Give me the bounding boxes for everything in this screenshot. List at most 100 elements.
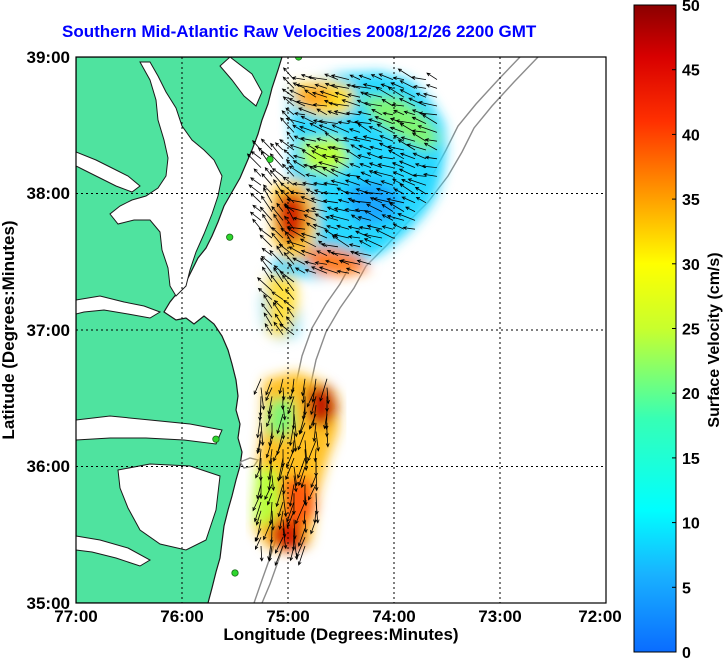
velocity-arrow [401, 196, 416, 204]
velocity-arrow [386, 214, 405, 221]
velocity-arrow [271, 475, 276, 492]
velocity-arrow [275, 484, 284, 508]
x-tick-label: 75:00 [266, 607, 309, 626]
velocity-arrow [414, 186, 427, 195]
velocity-arrow [252, 218, 262, 230]
velocity-arrow [261, 247, 273, 256]
velocity-arrow [276, 202, 284, 212]
velocity-arrow [373, 170, 394, 177]
velocity-arrow [336, 224, 350, 230]
grid-lines [76, 57, 606, 603]
y-tick-label: 38:00 [27, 184, 70, 203]
velocity-arrow [363, 233, 383, 239]
velocity-arrow [293, 431, 298, 453]
velocity-arrow [405, 206, 416, 212]
velocity-arrow [315, 431, 320, 452]
james-river [76, 295, 162, 319]
velocity-arrow [266, 413, 273, 428]
x-tick-label: 73:00 [478, 607, 521, 626]
velocity-arrow [289, 545, 295, 562]
velocity-arrow [407, 178, 427, 186]
velocity-arrow [292, 124, 306, 133]
velocity-arrow [270, 510, 275, 531]
station-marker [231, 569, 239, 577]
velocity-arrow [371, 108, 383, 116]
velocity-arrow [357, 110, 372, 116]
velocity-arrow [261, 302, 273, 318]
velocity-arrow [425, 84, 438, 89]
velocity-arrow [379, 135, 394, 142]
velocity-arrow [350, 214, 361, 221]
velocity-arrow [398, 160, 416, 168]
velocity-arrow [292, 154, 306, 160]
velocity-arrow [327, 110, 339, 116]
velocity-arrow [327, 146, 339, 151]
velocity-arrow [423, 142, 438, 151]
station-marker [266, 155, 274, 163]
velocity-arrow [288, 98, 306, 107]
velocity-arrow [279, 323, 295, 336]
velocity-arrow [381, 204, 394, 212]
velocity-arrow [259, 234, 273, 248]
velocity-arrow [297, 457, 306, 479]
velocity-arrow [380, 180, 394, 186]
velocity-arrow [310, 266, 328, 274]
velocity-arrow [426, 72, 438, 80]
velocity-arrow [284, 202, 295, 221]
velocity-arrow [358, 225, 372, 230]
velocity-arrow [399, 89, 416, 98]
velocity-arrow [285, 288, 295, 300]
velocity-arrow [330, 251, 350, 256]
velocity-arrow [292, 257, 306, 265]
velocity-arrow [255, 510, 262, 526]
colorbar-tick-label: 0 [682, 645, 691, 659]
velocity-arrow [300, 232, 317, 239]
velocity-arrow [351, 84, 372, 89]
velocity-arrow [303, 519, 308, 534]
velocity-arrow [329, 214, 350, 221]
velocity-arrow [357, 123, 372, 133]
velocity-arrow [279, 139, 295, 151]
velocity-arrow [348, 128, 361, 133]
velocity-arrow [363, 238, 383, 248]
velocity-arrow [320, 242, 339, 248]
velocity-arrow [350, 144, 361, 151]
velocity-arrow [292, 82, 306, 89]
velocity-arrow [310, 197, 328, 204]
velocity-arrow [318, 161, 339, 168]
velocity-arrow [289, 144, 306, 151]
velocity-arrow [337, 198, 350, 204]
velocity-arrow [286, 307, 295, 318]
velocity-arrow [411, 109, 427, 116]
x-tick-label: 77:00 [54, 607, 97, 626]
velocity-arrow [415, 92, 427, 98]
chesapeake-bay [109, 61, 223, 297]
velocity-arrow [282, 176, 295, 186]
velocity-arrow [310, 475, 317, 489]
velocity-arrow [330, 74, 350, 80]
velocity-arrow [398, 168, 416, 177]
velocity-arrow [418, 100, 438, 107]
y-tick-label: 37:00 [27, 321, 70, 340]
velocity-arrow [273, 267, 284, 283]
velocity-arrow [333, 110, 350, 116]
velocity-arrow [304, 208, 317, 213]
velocity-arrow [374, 116, 394, 124]
velocity-arrow [260, 255, 273, 265]
pamlico-sound [117, 463, 221, 551]
velocity-arrow [333, 233, 350, 239]
velocity-arrow [300, 249, 317, 256]
y-tick-labels: 39:00 38:00 37:00 36:00 35:00 [27, 48, 70, 613]
colorbar-tick-label: 5 [682, 580, 691, 597]
velocity-arrow [354, 120, 372, 124]
velocity-arrow [311, 405, 317, 427]
velocity-arrow [257, 287, 273, 300]
velocity-arrow [336, 269, 350, 274]
velocity-arrow [350, 199, 372, 204]
velocity-arrow [316, 250, 328, 256]
velocity-arrow [310, 396, 317, 416]
velocity-arrow [319, 90, 339, 98]
velocity-arrow [288, 422, 295, 447]
velocity-arrow [337, 120, 350, 125]
velocity-arrow [345, 267, 361, 274]
